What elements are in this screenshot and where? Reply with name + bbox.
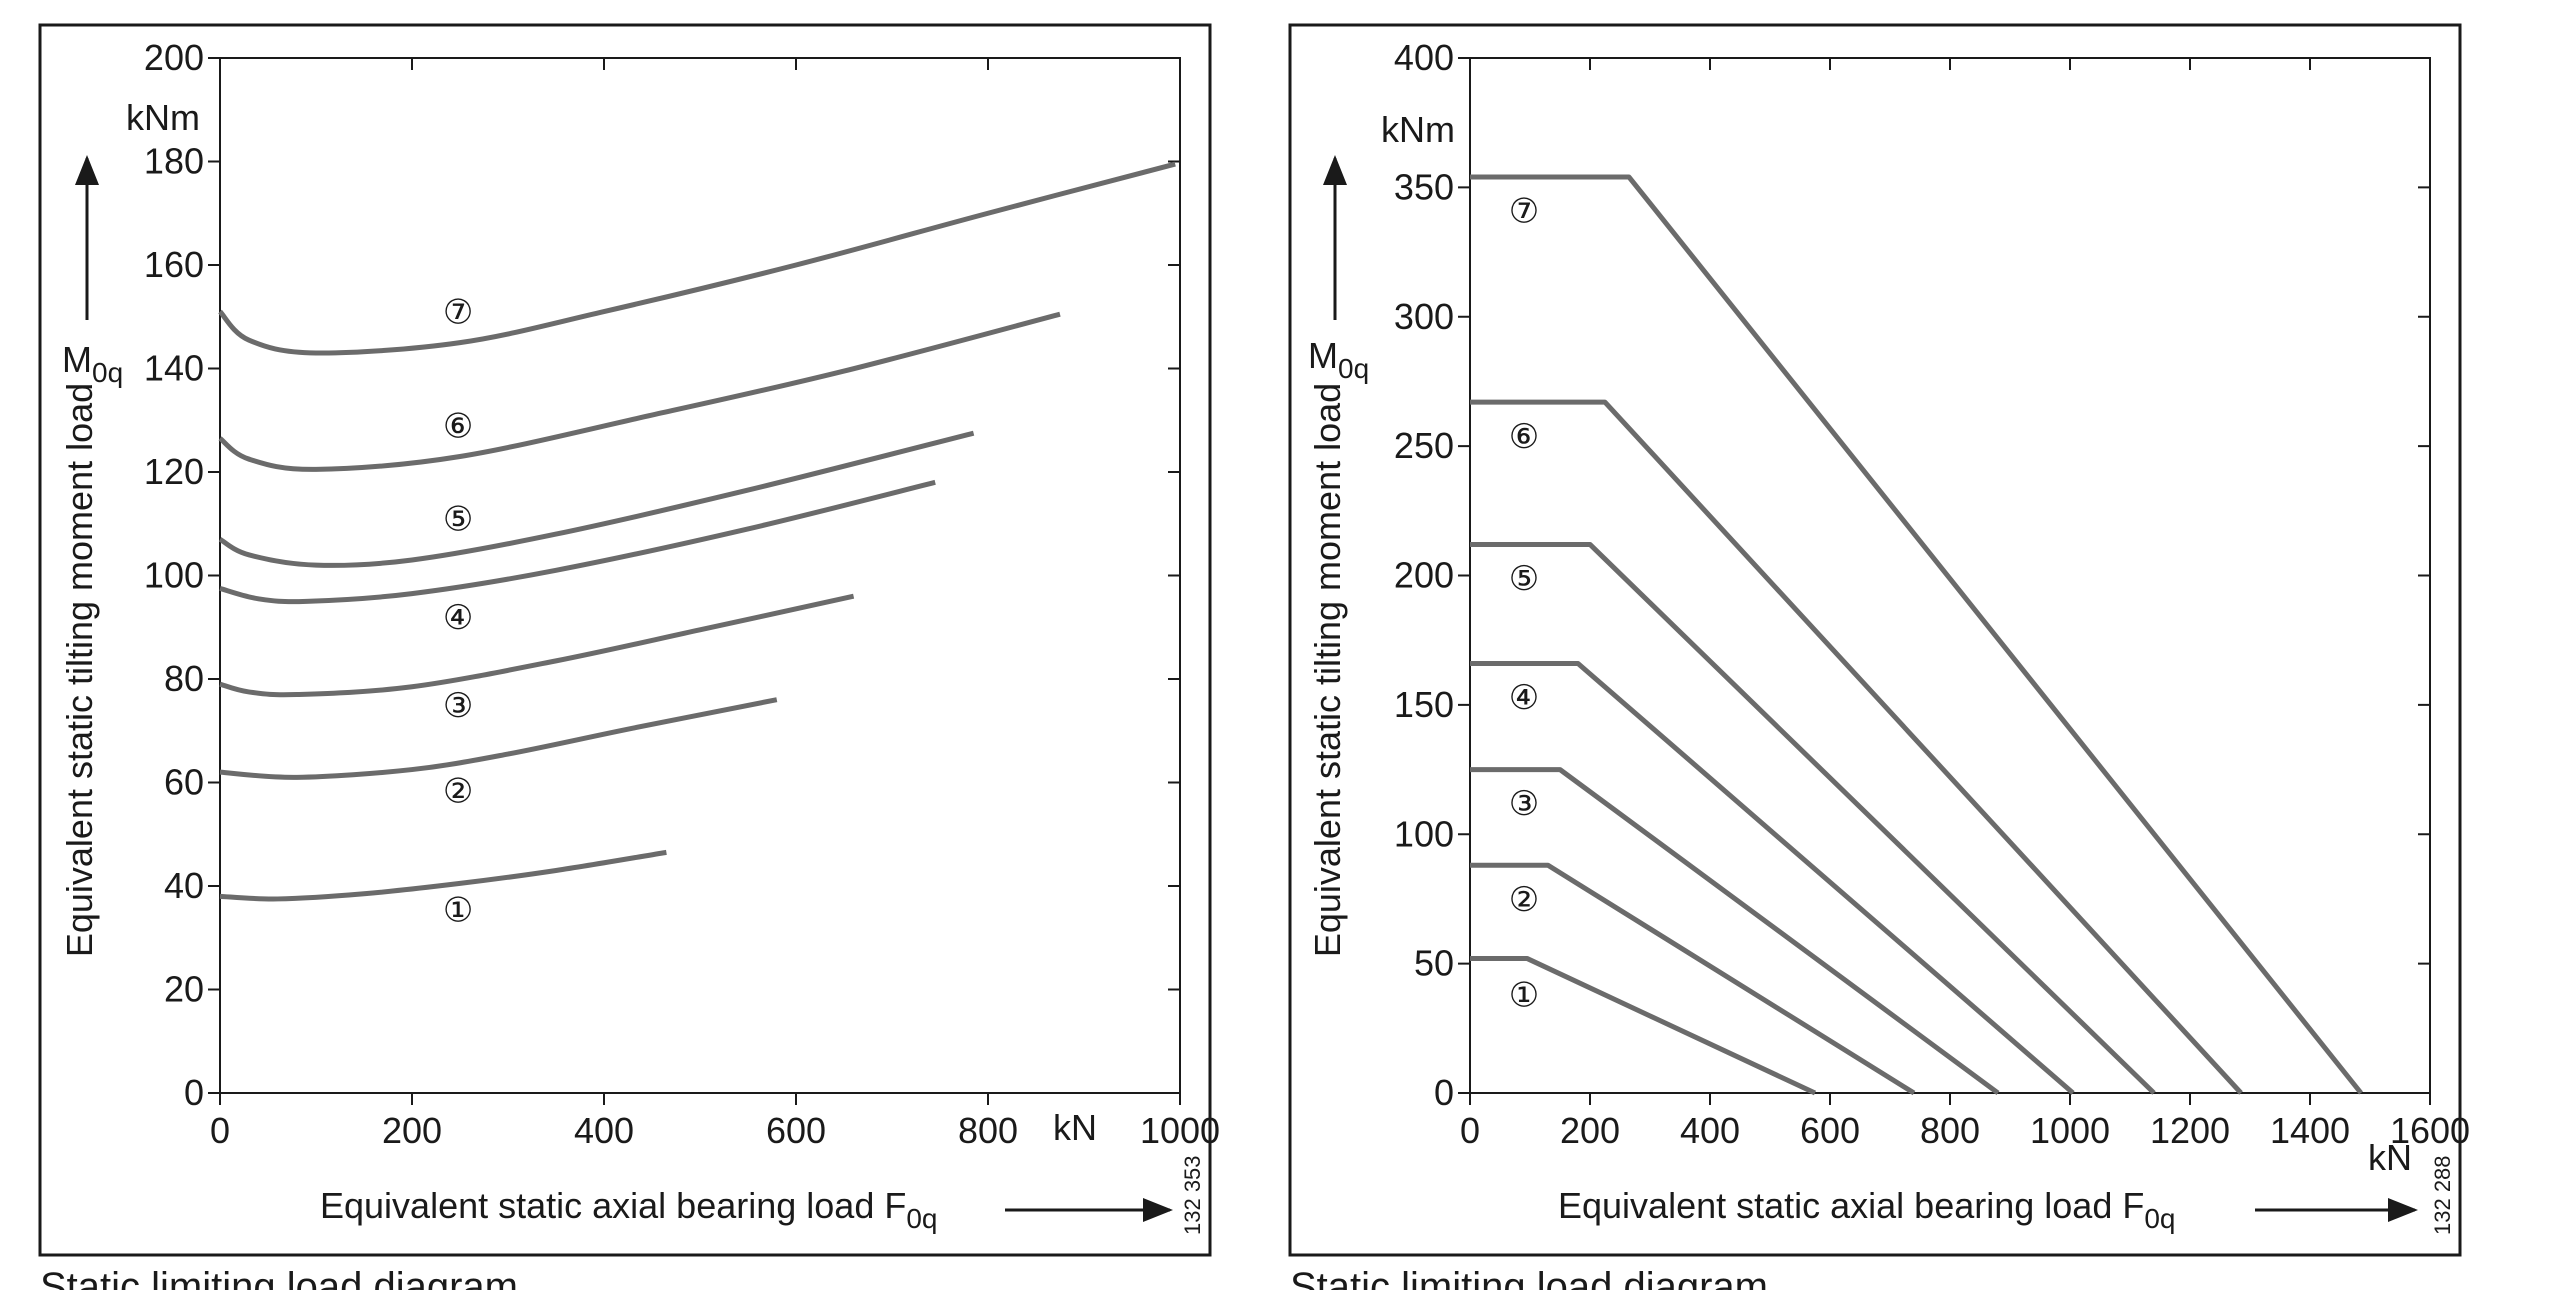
- left-series-label-7: ⑦: [443, 294, 473, 332]
- right-series-line-2: [1470, 862, 1916, 1096]
- right-series-line-4: [1470, 660, 2075, 1095]
- right-y-tick-label: 0: [1434, 1072, 1454, 1113]
- right-x-ticks: 0 200 400 600 800 1000 1200 1400 1600: [1460, 58, 2470, 1151]
- left-series-line-5: [218, 430, 975, 568]
- right-series: ① ② ③ ④ ⑤ ⑥ ⑦: [1470, 174, 2363, 1096]
- left-series-label-6: ⑥: [443, 407, 473, 445]
- left-series-line-7: [218, 161, 1176, 356]
- right-series-label-5: ⑤: [1509, 560, 1539, 598]
- left-series-label-5: ⑤: [443, 501, 473, 539]
- right-y-tick-label: 50: [1414, 943, 1454, 984]
- left-y-tick-label: 100: [144, 555, 204, 596]
- right-series-label-2: ②: [1509, 881, 1539, 919]
- left-x-tick-label: 200: [382, 1110, 442, 1151]
- left-series-label-4: ④: [443, 599, 473, 637]
- left-series-line-6: [218, 311, 1061, 472]
- left-y-tick-label: 200: [144, 37, 204, 78]
- left-y-unit: kNm: [126, 97, 200, 138]
- left-x-tick-label: 1000: [1140, 1110, 1220, 1151]
- right-y-tick-label: 100: [1394, 813, 1454, 854]
- left-series: ① ② ③ ④ ⑤ ⑥ ⑦: [218, 161, 1176, 929]
- right-y-tick-label: 200: [1394, 555, 1454, 596]
- right-x-tick-label: 1000: [2030, 1110, 2110, 1151]
- left-series-line-1: [219, 849, 667, 902]
- right-series-label-1: ①: [1509, 977, 1539, 1015]
- right-series-label-6: ⑥: [1509, 418, 1539, 456]
- left-y-tick-label: 40: [164, 865, 204, 906]
- right-y-tick-label: 250: [1394, 425, 1454, 466]
- left-y-tick-label: 180: [144, 141, 204, 182]
- right-series-label-3: ③: [1509, 785, 1539, 823]
- left-y-tick-label: 120: [144, 451, 204, 492]
- right-y-tick-label: 300: [1394, 296, 1454, 337]
- left-series-label-1: ①: [443, 891, 473, 929]
- left-series-line-2: [219, 697, 778, 780]
- left-chart-frame: [38, 23, 1212, 1257]
- right-y-tick-label: 400: [1394, 37, 1454, 78]
- left-chart: 0 20 40 60 80 100 120 140 160 180 200 0 200 400 600 80…: [38, 23, 1220, 1290]
- right-x-tick-label: 200: [1560, 1110, 1620, 1151]
- right-series-label-7: ⑦: [1509, 193, 1539, 231]
- right-series-line-6: [1470, 399, 2243, 1095]
- right-series-line-3: [1470, 767, 2000, 1096]
- right-x-tick-label: 600: [1800, 1110, 1860, 1151]
- right-y-symbol: M0q: [1308, 335, 1369, 384]
- right-series-line-7: [1470, 174, 2363, 1095]
- left-y-tick-label: 160: [144, 244, 204, 285]
- right-x-tick-label: 800: [1920, 1110, 1980, 1151]
- left-figure-number: 132 353: [1180, 1155, 1205, 1235]
- right-y-label: Equivalent static tilting moment load: [1307, 383, 1348, 957]
- left-x-label: Equivalent static axial bearing load F0q: [320, 1185, 938, 1234]
- right-x-tick-label: 1200: [2150, 1110, 2230, 1151]
- left-series-label-2: ②: [443, 772, 473, 810]
- left-x-tick-label: 600: [766, 1110, 826, 1151]
- left-series-line-4: [219, 479, 936, 605]
- right-series-line-1: [1470, 955, 1817, 1096]
- left-series-line-3: [219, 593, 855, 698]
- left-y-symbol: M0q: [62, 339, 123, 388]
- right-y-tick-label: 150: [1394, 684, 1454, 725]
- left-y-tick-label: 140: [144, 348, 204, 389]
- right-x-tick-label: 1400: [2270, 1110, 2350, 1151]
- left-y-tick-label: 20: [164, 969, 204, 1010]
- right-x-unit: kN: [2368, 1137, 2412, 1178]
- left-y-tick-label: 60: [164, 762, 204, 803]
- left-plot-area: [219, 57, 1181, 1094]
- left-x-unit: kN: [1053, 1107, 1097, 1148]
- right-x-label: Equivalent static axial bearing load F0q: [1558, 1185, 2176, 1234]
- right-chart-frame: [1288, 23, 2462, 1257]
- right-y-ticks: 0 50 100 150 200 250 300 350 400: [1394, 37, 2430, 1113]
- right-series-line-5: [1470, 541, 2156, 1095]
- left-series-label-3: ③: [443, 687, 473, 725]
- right-figure-number: 132 288: [2430, 1155, 2455, 1235]
- left-y-tick-label: 80: [164, 658, 204, 699]
- right-y-tick-label: 350: [1394, 166, 1454, 207]
- left-x-tick-label: 800: [958, 1110, 1018, 1151]
- left-x-tick-label: 400: [574, 1110, 634, 1151]
- left-caption: Static limiting load diagram: [40, 1265, 518, 1290]
- left-x-tick-label: 0: [210, 1110, 230, 1151]
- left-y-label: Equivalent static tilting moment load: [59, 383, 100, 957]
- right-chart: 0 50 100 150 200 250 300 350 400 0 200 400 600 800 10…: [1288, 23, 2470, 1290]
- right-y-unit: kNm: [1381, 109, 1455, 150]
- right-caption: Static limiting load diagram: [1290, 1265, 1768, 1290]
- left-y-tick-label: 0: [184, 1072, 204, 1113]
- left-x-ticks: 0 200 400 600 800 1000: [210, 58, 1220, 1151]
- right-x-tick-label: 0: [1460, 1110, 1480, 1151]
- right-x-tick-label: 1600: [2390, 1110, 2470, 1151]
- right-x-tick-label: 400: [1680, 1110, 1740, 1151]
- left-y-ticks: 0 20 40 60 80 100 120 140 160 180 200: [144, 37, 1180, 1113]
- right-series-label-4: ④: [1509, 679, 1539, 717]
